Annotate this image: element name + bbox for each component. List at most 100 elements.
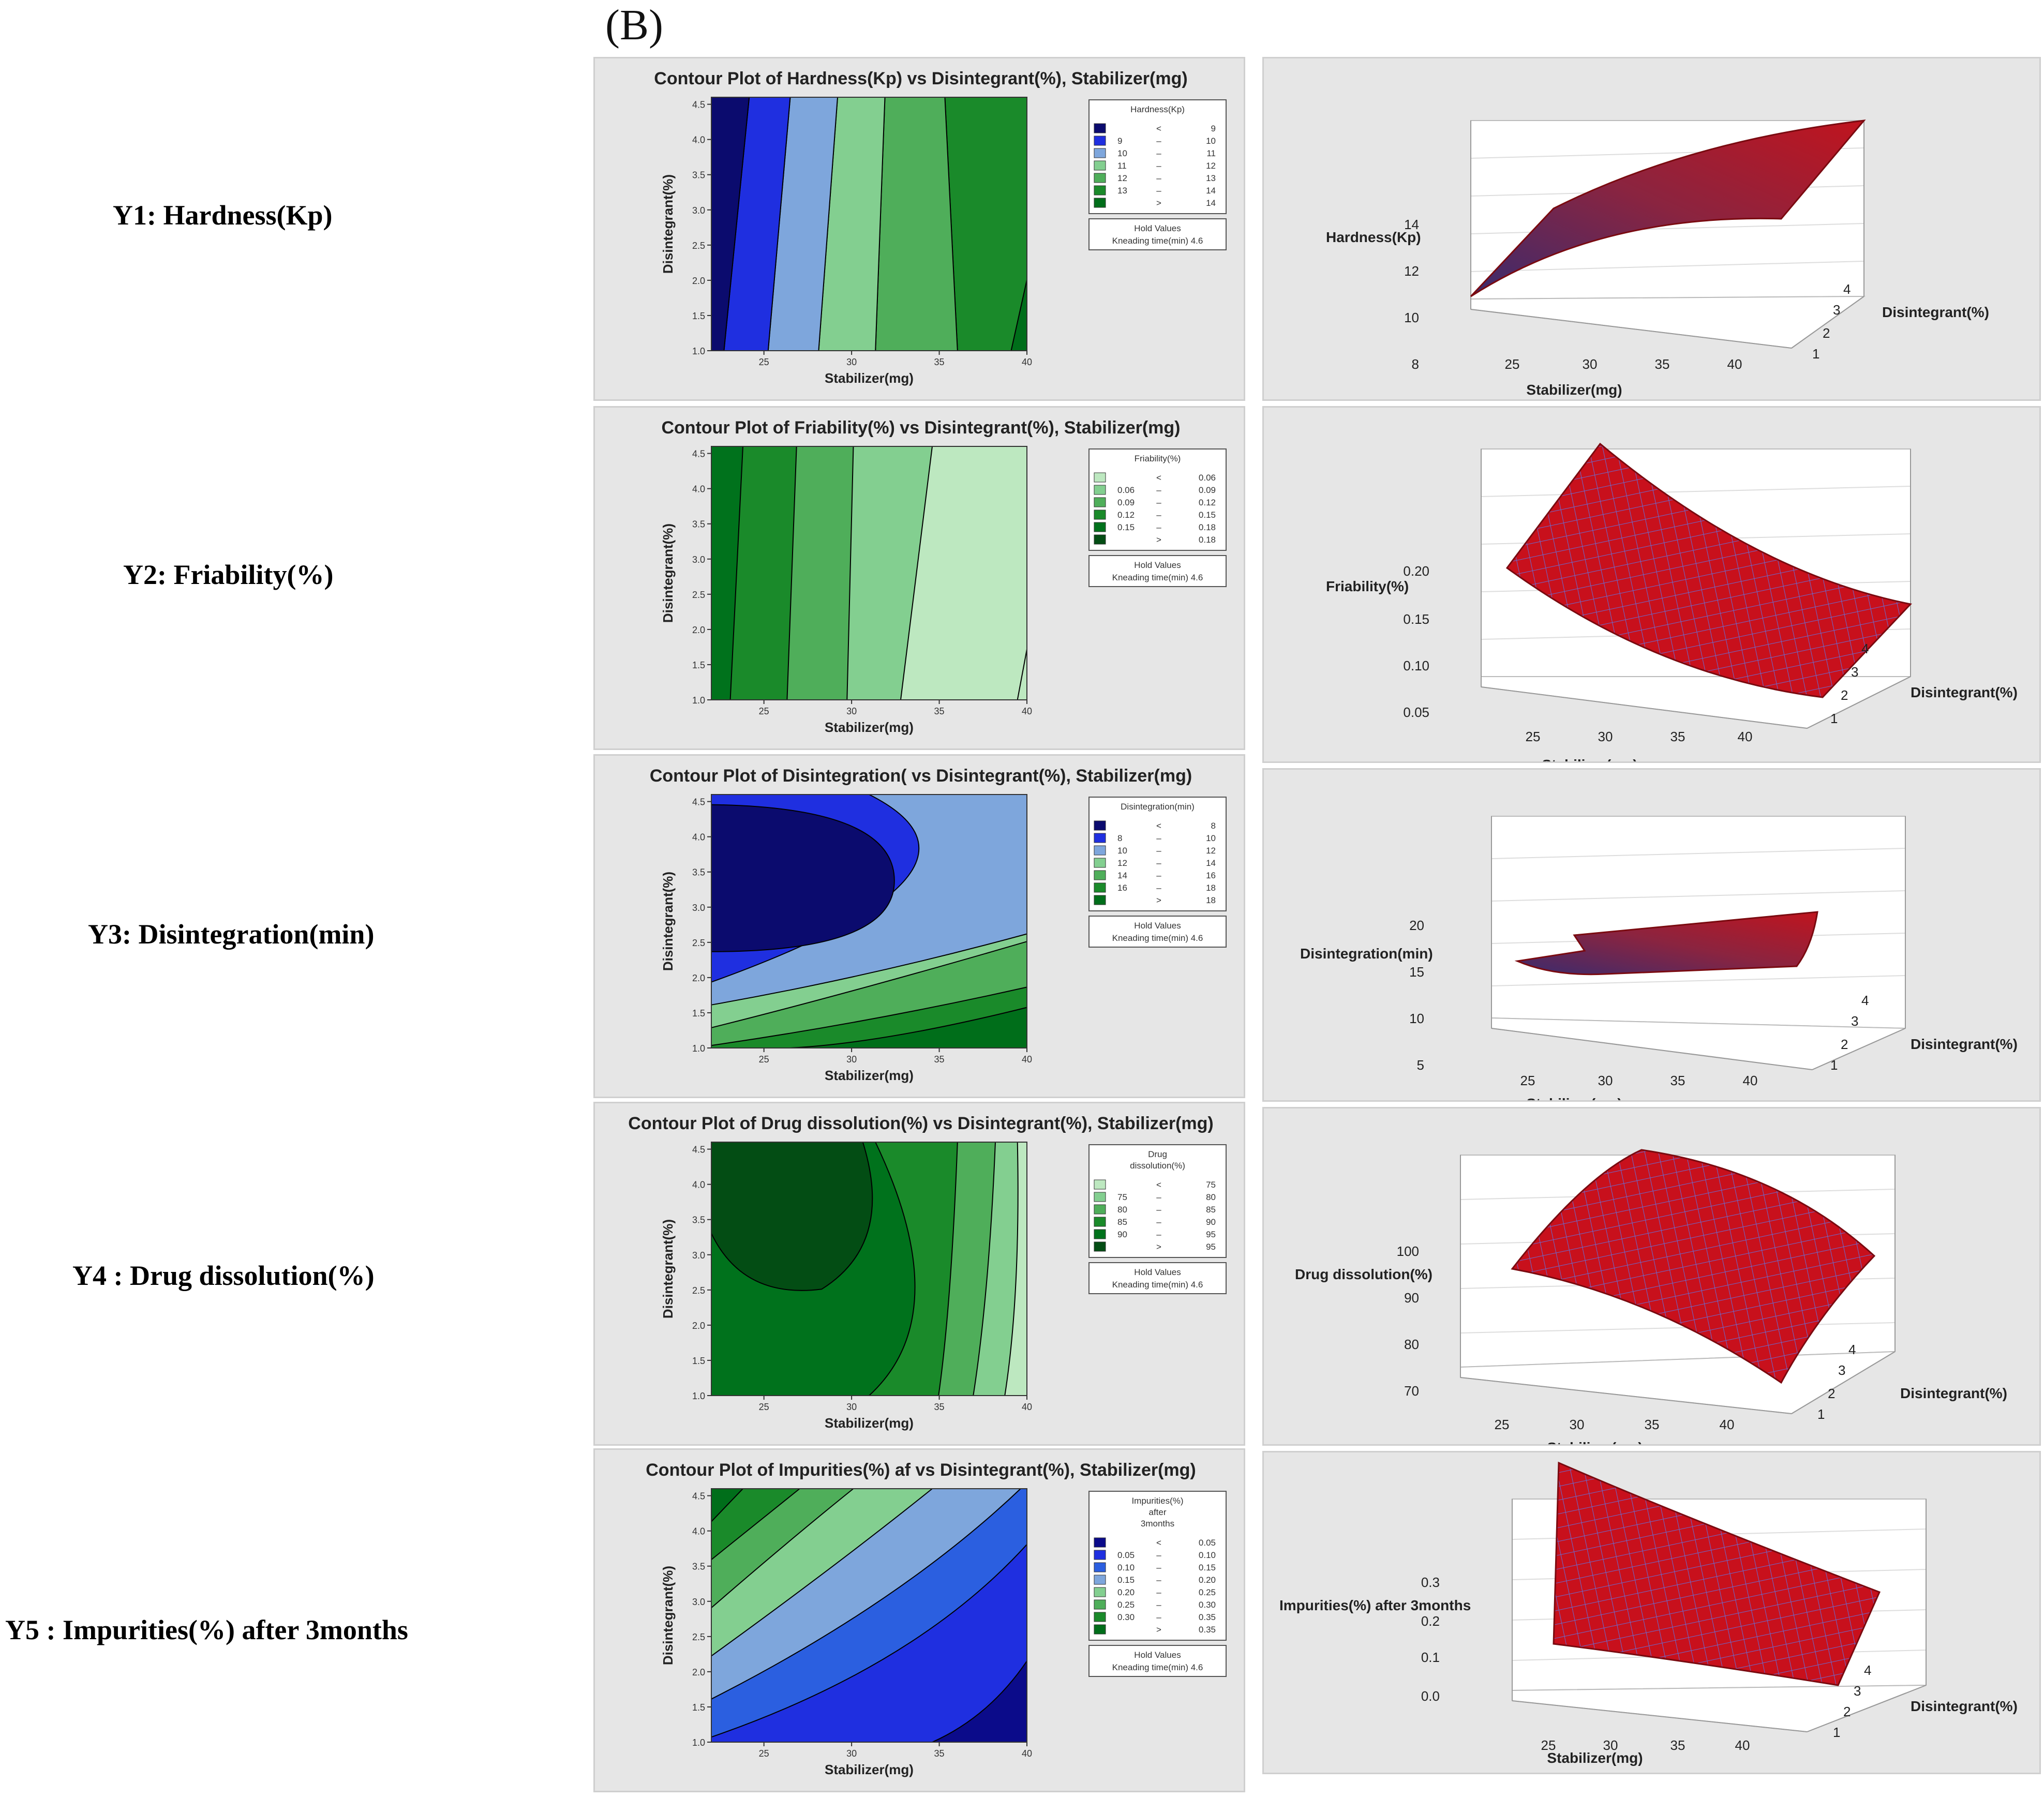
legend-title: dissolution(%) <box>1130 1161 1185 1171</box>
legend-hi: 0.20 <box>1199 1575 1216 1585</box>
z-tick-label: 0.1 <box>1421 1650 1440 1665</box>
legend-lo: 9 <box>1117 136 1122 146</box>
x-tick-label: 35 <box>934 706 945 716</box>
legend-op: – <box>1156 1587 1161 1597</box>
legend-title: Impurities(%) <box>1131 1496 1183 1506</box>
legend-hi: 14 <box>1206 198 1216 208</box>
legend-swatch <box>1094 845 1106 856</box>
legend-lo: 0.15 <box>1117 522 1135 532</box>
contour-title: Contour Plot of Disintegration( vs Disin… <box>650 766 1192 786</box>
y-tick-label: 1.0 <box>692 1391 705 1401</box>
y-tick-label: 4.0 <box>692 135 705 145</box>
y-tick-label: 2.5 <box>692 938 705 948</box>
legend-lo: 0.12 <box>1117 510 1135 520</box>
y-tick-label: 1 <box>1817 1406 1825 1422</box>
z-tick-label: 10 <box>1404 310 1419 325</box>
hold-values-label: Hold Values <box>1134 560 1181 570</box>
contour-region <box>875 97 958 351</box>
contour-region <box>711 1142 873 1291</box>
legend-lo: 75 <box>1117 1192 1127 1202</box>
y-tick-label: 4.0 <box>692 1180 705 1190</box>
legend-box <box>1088 448 1227 551</box>
legend-title: Drug <box>1148 1149 1167 1159</box>
legend-swatch <box>1094 1562 1106 1572</box>
y-tick-label: 4 <box>1861 641 1869 656</box>
contour-title: Contour Plot of Impurities(%) af vs Disi… <box>646 1460 1196 1480</box>
y-tick-label: 1.5 <box>692 1702 705 1713</box>
legend-swatch <box>1094 534 1106 545</box>
legend-box <box>1088 1491 1227 1641</box>
response-surface <box>1470 119 1866 297</box>
y-tick-label: 2.0 <box>692 276 705 286</box>
legend-swatch <box>1094 882 1106 893</box>
response-surface <box>1514 911 1818 976</box>
x-axis-label: Stabilizer(mg) <box>825 720 914 735</box>
legend-swatch <box>1094 497 1106 507</box>
y-tick-label: 1.0 <box>692 1737 705 1748</box>
z-tick-label: 5 <box>1417 1057 1424 1073</box>
legend-hi: 0.06 <box>1199 473 1216 483</box>
legend-swatch <box>1094 136 1106 146</box>
legend-swatch <box>1094 1537 1106 1548</box>
legend-op: < <box>1156 1180 1161 1190</box>
legend-op: – <box>1156 186 1161 196</box>
hold-values-value: Kneading time(min) 4.6 <box>1112 573 1203 582</box>
legend-op: – <box>1156 1612 1161 1622</box>
y-tick-label: 1.0 <box>692 346 705 356</box>
hold-values-value: Kneading time(min) 4.6 <box>1112 236 1203 246</box>
x-tick-label: 25 <box>759 1748 769 1759</box>
legend-swatch <box>1094 1587 1106 1597</box>
y-tick-label: 3.0 <box>692 205 705 216</box>
x-tick-label: 40 <box>1022 1402 1032 1412</box>
x-tick-label: 40 <box>1738 729 1753 744</box>
legend-hi: 10 <box>1206 136 1216 146</box>
y-tick-label: 1.5 <box>692 1356 705 1366</box>
x-tick-label: 30 <box>846 1054 857 1065</box>
x-tick-label: 40 <box>1743 1073 1758 1088</box>
x-tick-label: 40 <box>1735 1737 1750 1753</box>
y-tick-label: 2.0 <box>692 973 705 983</box>
contour-plot-hardness: Contour Plot of Hardness(Kp) vs Disinteg… <box>593 57 1245 401</box>
x-tick-label: 25 <box>759 706 769 716</box>
legend-hi: 80 <box>1206 1192 1216 1202</box>
y-axis-label: Disintegrant(%) <box>660 872 676 971</box>
legend-hi: 0.12 <box>1199 498 1216 507</box>
y-tick-label: 4 <box>1861 993 1869 1008</box>
z-axis-label: Disintegration(min) <box>1300 946 1433 962</box>
x-tick-label: 35 <box>1645 1417 1660 1432</box>
legend-swatch <box>1094 1179 1106 1190</box>
y-tick-label: 2 <box>1841 1037 1848 1052</box>
legend-hi: 0.30 <box>1199 1600 1216 1610</box>
y-axis-label: Disintegrant(%) <box>660 1219 676 1318</box>
hold-values-value: Kneading time(min) 4.6 <box>1112 933 1203 943</box>
y-tick-label: 4.5 <box>692 1491 705 1502</box>
legend-op: – <box>1156 173 1161 183</box>
legend-op: – <box>1156 1205 1161 1215</box>
legend-op: – <box>1156 1230 1161 1239</box>
x-tick-label: 30 <box>1598 729 1613 744</box>
z-tick-label: 0.3 <box>1421 1575 1440 1590</box>
legend-hi: 8 <box>1211 821 1216 831</box>
legend-op: – <box>1156 522 1161 532</box>
floor <box>1470 295 1866 349</box>
y-tick-label: 4.5 <box>692 1145 705 1155</box>
legend-lo: 0.30 <box>1117 1612 1135 1622</box>
y-axis-line <box>1812 1028 1906 1070</box>
z-tick-label: 15 <box>1409 964 1424 980</box>
contour-plot-frame <box>711 446 1027 700</box>
legend-lo: 14 <box>1117 871 1127 880</box>
y-tick-label: 4.5 <box>692 100 705 110</box>
legend-hi: 14 <box>1206 186 1216 196</box>
legend-op: – <box>1156 510 1161 520</box>
floor <box>1512 1685 1927 1733</box>
z-tick-label: 0.0 <box>1421 1688 1440 1704</box>
legend-op: – <box>1156 871 1161 880</box>
back-gridline <box>1460 1322 1896 1333</box>
legend-op: < <box>1156 1538 1161 1548</box>
x-tick-label: 35 <box>934 1748 945 1759</box>
back-wall <box>1491 816 1906 1029</box>
legend-swatch <box>1094 198 1106 208</box>
x-tick-label: 35 <box>1655 356 1670 372</box>
x-axis-label: Stabilizer(mg) <box>825 370 914 386</box>
